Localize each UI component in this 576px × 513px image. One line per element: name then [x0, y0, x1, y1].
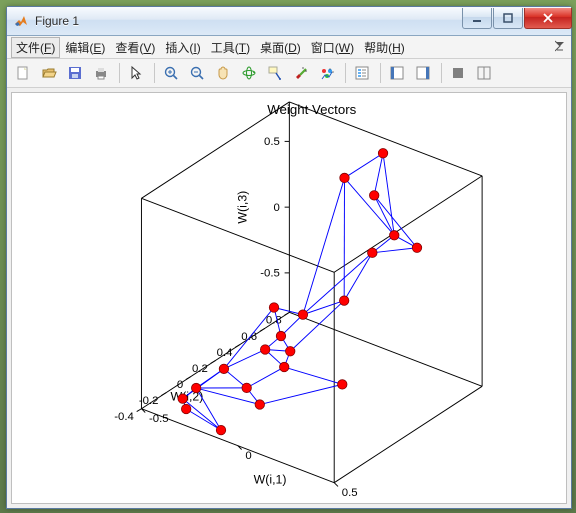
matlab-icon	[13, 13, 29, 29]
svg-text:-0.4: -0.4	[114, 411, 134, 423]
rotate3d-icon[interactable]	[237, 61, 261, 85]
menu-f[interactable]: 文件(F)	[11, 37, 60, 58]
titlebar[interactable]: Figure 1	[7, 7, 571, 36]
print-icon[interactable]	[89, 61, 113, 85]
menu-e[interactable]: 编辑(E)	[60, 37, 110, 58]
insert-legend-icon[interactable]	[350, 61, 374, 85]
figure-window: Figure 1 文件(F)编辑(E)查看(V)插入(I)工具(T)桌面(D)窗…	[6, 6, 572, 509]
menu-w[interactable]: 窗口(W)	[306, 37, 359, 58]
menu-t[interactable]: 工具(T)	[206, 37, 255, 58]
menu-d[interactable]: 桌面(D)	[255, 37, 306, 58]
colorseries-icon[interactable]	[315, 61, 339, 85]
svg-text:0: 0	[245, 450, 251, 462]
svg-text:Weight Vectors: Weight Vectors	[267, 102, 356, 117]
menu-h[interactable]: 帮助(H)	[359, 37, 410, 58]
svg-text:-0.2: -0.2	[139, 395, 159, 407]
svg-text:0.5: 0.5	[264, 136, 280, 148]
new-icon[interactable]	[11, 61, 35, 85]
menu-overflow-icon[interactable]	[555, 40, 565, 55]
plot-canvas[interactable]: -0.500.5-0.4-0.200.20.40.60.8-0.500.5W(i…	[11, 92, 567, 504]
svg-text:0.5: 0.5	[342, 487, 358, 499]
window-title: Figure 1	[35, 14, 461, 28]
plot-svg: -0.500.5-0.4-0.200.20.40.60.8-0.500.5W(i…	[12, 93, 566, 503]
show-plot-tools-icon[interactable]	[385, 61, 409, 85]
svg-text:-0.5: -0.5	[260, 268, 280, 280]
close-button[interactable]	[524, 8, 572, 29]
svg-text:0.6: 0.6	[241, 331, 257, 343]
menu-i[interactable]: 插入(I)	[160, 37, 205, 58]
hide-plot-tools-icon[interactable]	[411, 61, 435, 85]
menu-v[interactable]: 查看(V)	[110, 37, 160, 58]
zoom-out-icon[interactable]	[185, 61, 209, 85]
save-icon[interactable]	[63, 61, 87, 85]
svg-text:W(i,3): W(i,3)	[236, 191, 250, 224]
datacursor-icon[interactable]	[263, 61, 287, 85]
dock-icon[interactable]	[472, 61, 496, 85]
svg-text:W(i,1): W(i,1)	[254, 473, 287, 487]
open-icon[interactable]	[37, 61, 61, 85]
menubar: 文件(F)编辑(E)查看(V)插入(I)工具(T)桌面(D)窗口(W)帮助(H)	[7, 36, 571, 59]
maximize-button[interactable]	[493, 8, 523, 29]
svg-text:0.4: 0.4	[217, 347, 233, 359]
svg-text:-0.5: -0.5	[149, 413, 169, 425]
link-icon[interactable]	[446, 61, 470, 85]
minimize-button[interactable]	[462, 8, 492, 29]
zoom-in-icon[interactable]	[159, 61, 183, 85]
brush-icon[interactable]	[289, 61, 313, 85]
toolbar	[7, 59, 571, 88]
svg-text:0.2: 0.2	[192, 363, 208, 375]
svg-text:0: 0	[274, 202, 280, 214]
pan-icon[interactable]	[211, 61, 235, 85]
pointer-icon[interactable]	[124, 61, 148, 85]
svg-text:0.8: 0.8	[266, 315, 282, 327]
